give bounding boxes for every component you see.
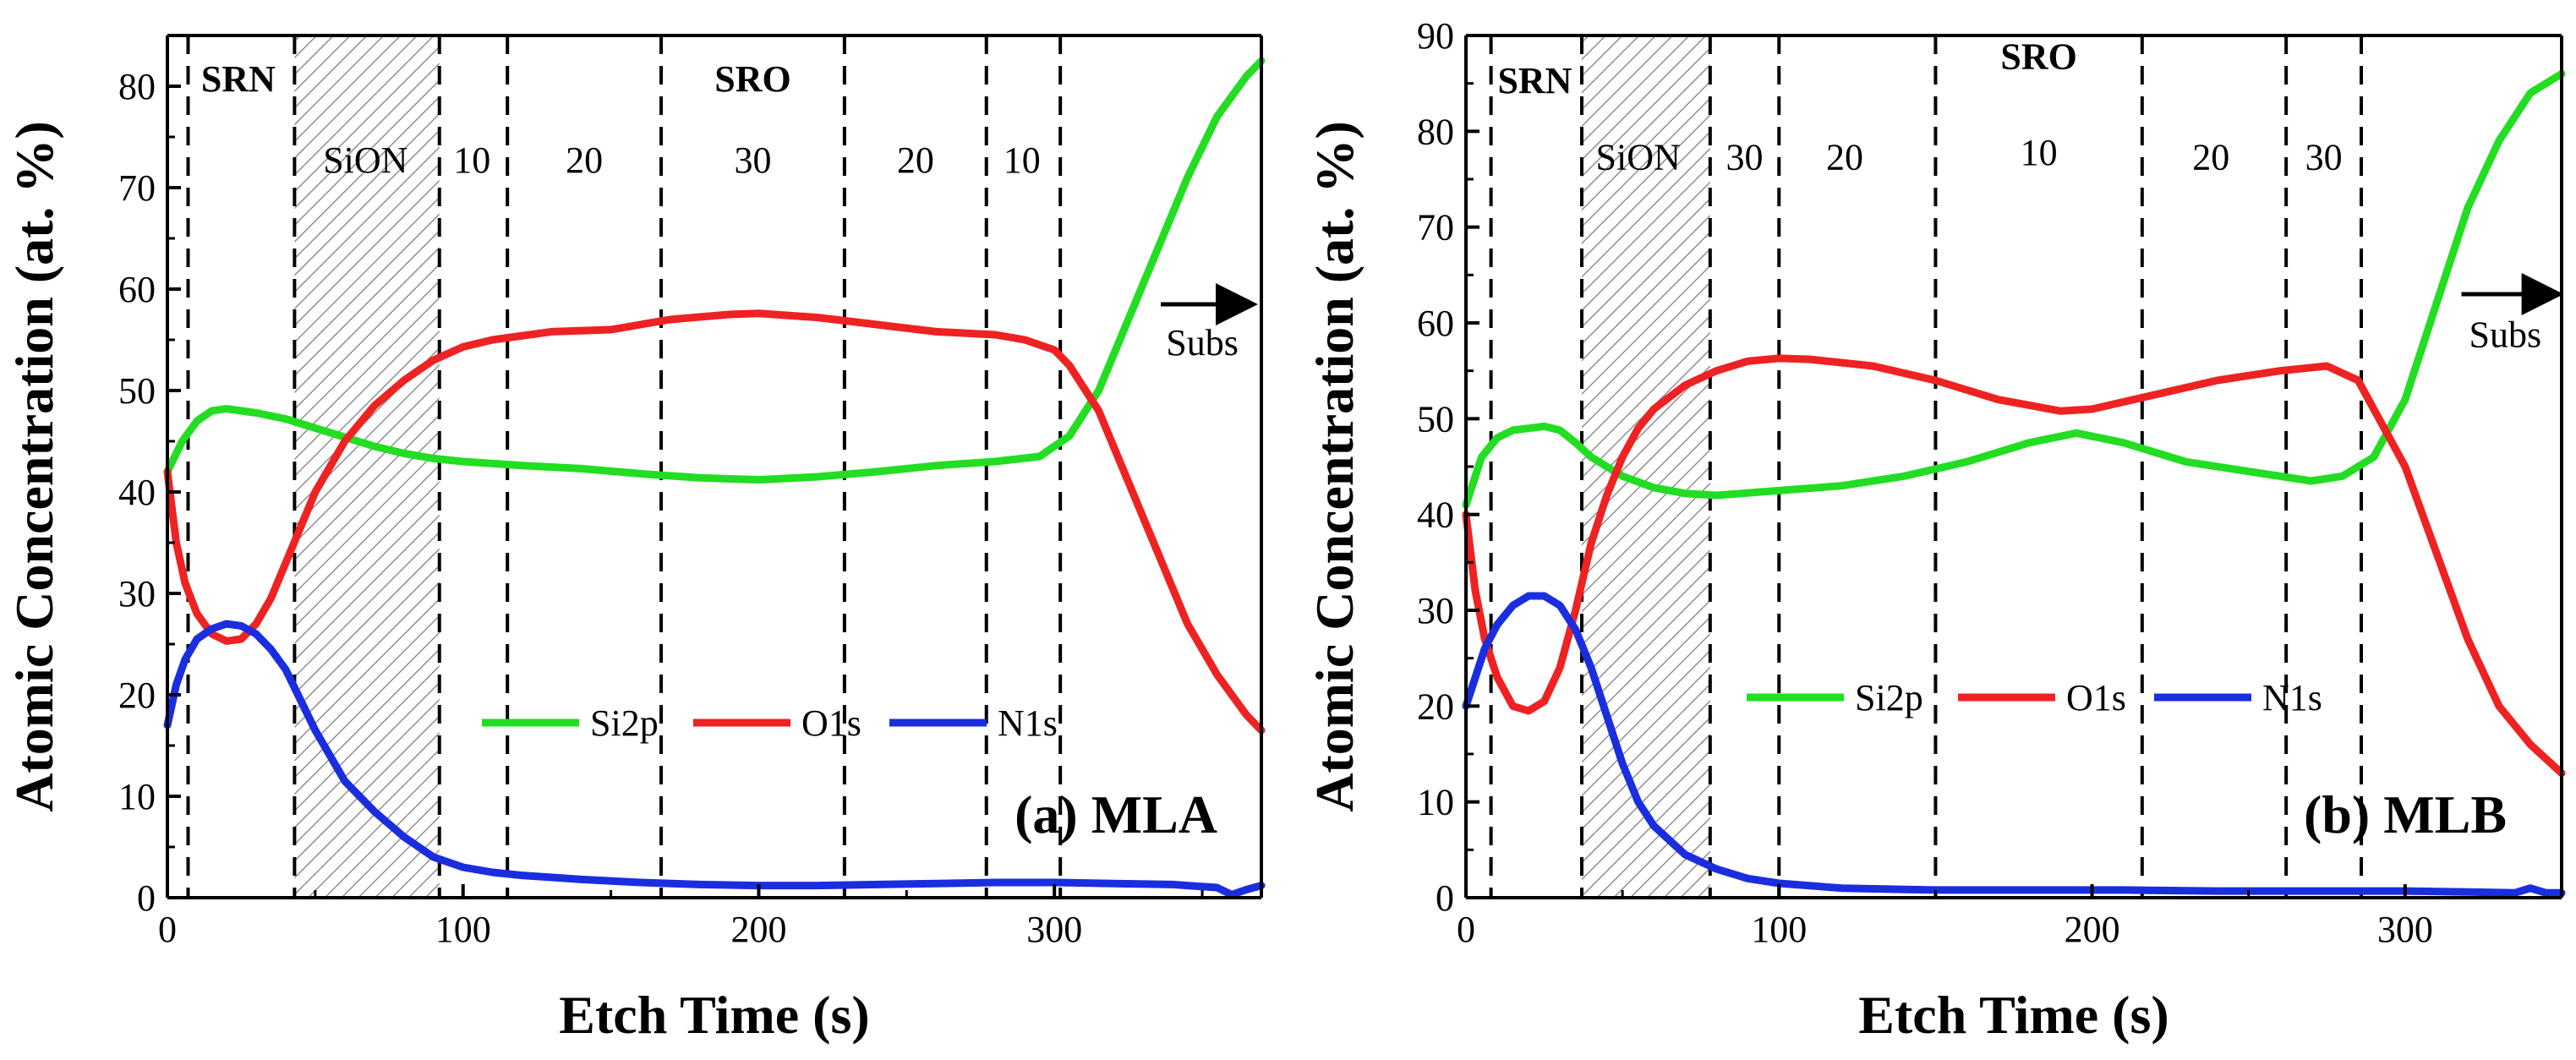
mla-y-tick-label: 80 xyxy=(118,66,156,107)
mlb-y-tick-label: 10 xyxy=(1417,782,1454,823)
chart-panel-mlb: 0 10 20 30 40 50 60 70 80 90 0 100 200 300 Etch Time (… xyxy=(1304,15,2566,1045)
mlb-series-si2p xyxy=(1462,69,2566,509)
mla-legend-label-si2p: Si2p xyxy=(590,702,659,744)
mlb-region-label: 10 xyxy=(2021,132,2058,173)
mlb-x-tick-label: 200 xyxy=(2065,909,2120,950)
mlb-x-tick-label: 0 xyxy=(1457,909,1475,950)
mla-region-label: 10 xyxy=(453,139,490,181)
mlb-x-tick-label: 100 xyxy=(1751,909,1807,950)
mla-y-tick-label: 50 xyxy=(118,370,156,412)
mla-series-o1s xyxy=(163,309,1266,735)
mla-y-tick-label: 60 xyxy=(118,269,156,310)
mlb-y-tick-label: 50 xyxy=(1417,398,1454,440)
mlb-legend-label-si2p: Si2p xyxy=(1855,677,1923,719)
mla-legend-label-o1s: O1s xyxy=(801,702,861,744)
mlb-y-tick-label: 90 xyxy=(1417,15,1454,57)
mlb-region-label: SRO xyxy=(2000,36,2076,78)
mlb-region-label: SRN xyxy=(1497,60,1572,101)
mlb-subs-label: Subs xyxy=(2469,314,2542,355)
mlb-y-tick-label: 20 xyxy=(1417,686,1454,727)
mla-hatched-sion-region xyxy=(294,36,440,898)
mla-region-label: SiON xyxy=(323,139,407,181)
mlb-x-axis-label: Etch Time (s) xyxy=(1858,985,2169,1045)
mla-subs-label: Subs xyxy=(1166,322,1239,363)
mla-x-tick-label: 200 xyxy=(730,909,786,950)
mla-region-label: 20 xyxy=(566,139,603,181)
chart-panel-mla: 0 10 20 30 40 50 60 70 80 0 100 200 300 Etch Time (s)… xyxy=(4,34,1266,1045)
mla-region-label: SRO xyxy=(714,58,790,100)
mlb-y-tick-label: 0 xyxy=(1436,877,1454,919)
mlb-region-label: 20 xyxy=(2192,137,2229,178)
mlb-y-tick-label: 70 xyxy=(1417,207,1454,249)
mla-x-tick-label: 0 xyxy=(158,909,177,950)
mla-series-si2p xyxy=(163,57,1266,484)
mlb-region-label: 20 xyxy=(1826,137,1863,178)
mla-y-tick-label: 30 xyxy=(118,573,156,615)
mlb-y-axis-label: Atomic Concentration (at. %) xyxy=(1304,121,1365,812)
mla-x-tick-label: 100 xyxy=(435,909,491,950)
mla-panel-label: (a) MLA xyxy=(1015,784,1217,844)
mla-legend-label-n1s: N1s xyxy=(998,702,1058,744)
mlb-series-o1s xyxy=(1462,354,2566,778)
mlb-y-tick-label: 40 xyxy=(1417,494,1454,536)
mla-region-label: 20 xyxy=(897,139,934,181)
mla-region-label: 30 xyxy=(734,139,771,181)
mla-series-n1s xyxy=(163,620,1266,899)
mla-x-axis-label: Etch Time (s) xyxy=(559,985,869,1045)
mlb-y-tick-label: 30 xyxy=(1417,590,1454,631)
mla-y-tick-label: 70 xyxy=(118,167,156,209)
mlb-region-label: SiON xyxy=(1596,137,1681,178)
mla-y-tick-label: 0 xyxy=(137,877,156,919)
mla-y-tick-label: 10 xyxy=(118,776,156,817)
mla-region-label: 10 xyxy=(1004,139,1041,181)
mlb-legend-label-n1s: N1s xyxy=(2262,677,2322,719)
mla-region-label: SRN xyxy=(201,58,276,100)
mla-y-tick-label: 20 xyxy=(118,675,156,716)
mlb-series-n1s xyxy=(1462,592,2566,897)
mlb-y-tick-label: 80 xyxy=(1417,111,1454,152)
mlb-region-label: 30 xyxy=(1726,137,1764,178)
mlb-legend-label-o1s: O1s xyxy=(2066,677,2126,719)
mlb-x-tick-label: 300 xyxy=(2377,909,2433,950)
mla-y-axis-label: Atomic Concentration (at. %) xyxy=(4,121,64,812)
mlb-y-tick-label: 60 xyxy=(1417,303,1454,344)
mla-x-tick-label: 300 xyxy=(1026,909,1082,950)
mla-y-tick-label: 40 xyxy=(118,472,156,513)
mlb-region-label: 30 xyxy=(2305,137,2343,178)
mlb-panel-label: (b) MLB xyxy=(2304,784,2507,844)
